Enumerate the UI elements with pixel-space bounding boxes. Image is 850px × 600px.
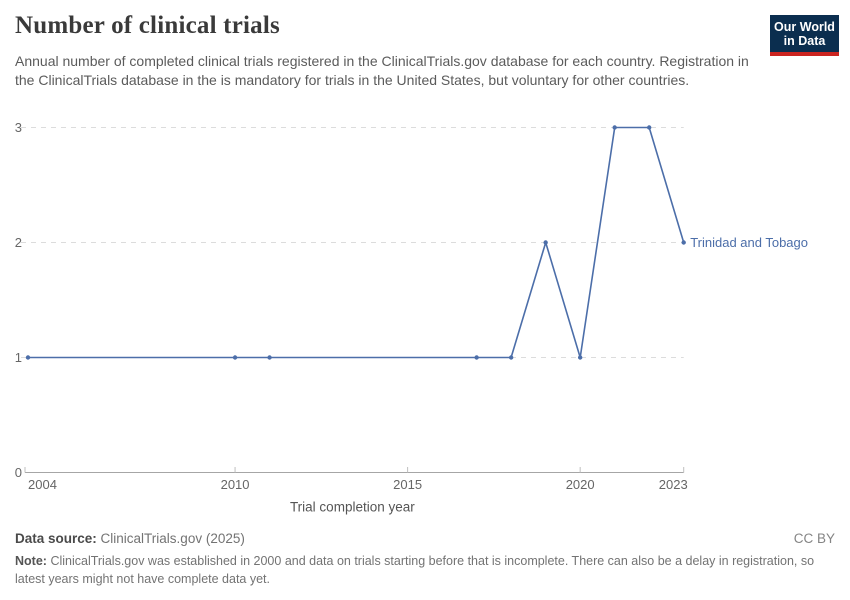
x-tick-label: 2004 xyxy=(28,477,57,492)
data-point-marker[interactable] xyxy=(612,125,617,130)
data-source-label: Data source: xyxy=(15,531,97,546)
y-tick-label: 2 xyxy=(15,235,22,250)
data-point-marker[interactable] xyxy=(543,240,548,245)
footer-note: Note: ClinicalTrials.gov was established… xyxy=(15,553,837,588)
data-point-marker[interactable] xyxy=(508,355,514,360)
data-point-marker[interactable] xyxy=(25,355,31,360)
data-point-marker[interactable] xyxy=(267,355,272,360)
owid-logo-line2: in Data xyxy=(783,34,826,48)
data-source-link[interactable]: ClinicalTrials.gov (2025) xyxy=(100,531,245,546)
footer-source-row: Data source: ClinicalTrials.gov (2025) C… xyxy=(15,531,835,546)
series-label[interactable]: Trinidad and Tobago xyxy=(690,235,808,250)
footer-note-text: ClinicalTrials.gov was established in 20… xyxy=(15,554,815,586)
data-source: Data source: ClinicalTrials.gov (2025) xyxy=(15,531,245,546)
y-tick-label: 3 xyxy=(15,120,22,135)
x-tick-label: 2010 xyxy=(221,477,250,492)
x-axis-title: Trial completion year xyxy=(290,500,415,515)
owid-logo[interactable]: Our World in Data xyxy=(770,15,839,56)
x-tick-label: 2020 xyxy=(566,477,595,492)
x-tick-label: 2023 xyxy=(659,477,688,492)
y-tick-label: 0 xyxy=(15,465,22,480)
data-point-marker[interactable] xyxy=(232,355,238,360)
chart-subtitle: Annual number of completed clinical tria… xyxy=(15,53,749,88)
series-line[interactable] xyxy=(27,126,685,359)
owid-logo-line1: Our World xyxy=(774,20,835,34)
data-point-marker[interactable] xyxy=(681,240,686,245)
data-point-marker[interactable] xyxy=(577,355,583,360)
data-point-marker[interactable] xyxy=(646,125,652,130)
x-tick-label: 2015 xyxy=(393,477,422,492)
data-point-marker[interactable] xyxy=(474,355,479,360)
license-link[interactable]: CC BY xyxy=(793,531,835,546)
page-title: Number of clinical trials xyxy=(15,12,280,39)
footer-note-label: Note: xyxy=(15,554,47,568)
y-tick-label: 1 xyxy=(15,350,22,365)
